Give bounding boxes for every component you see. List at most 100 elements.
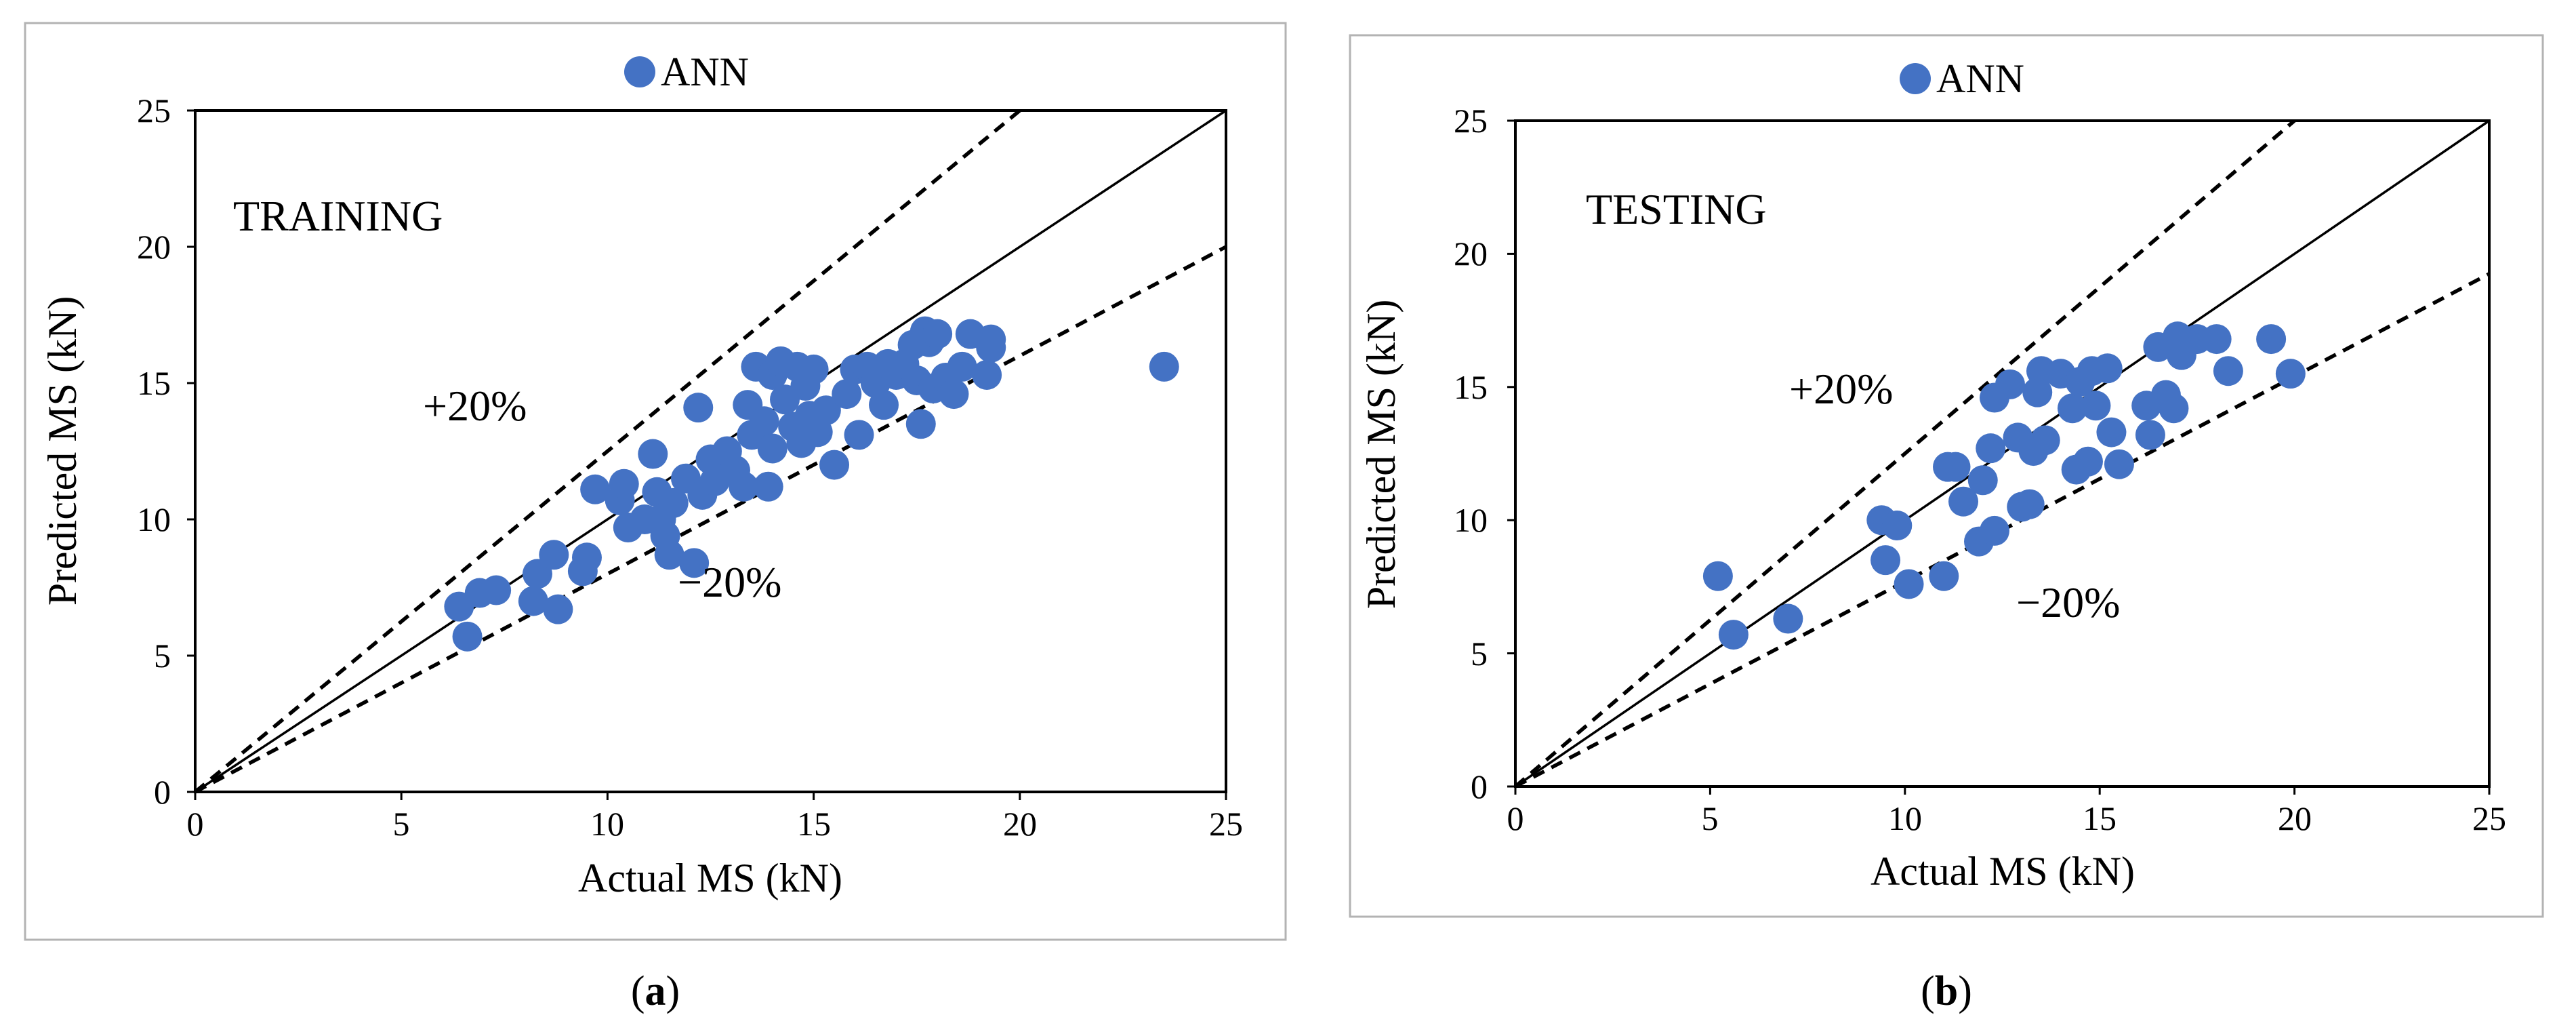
data-point [1149, 351, 1179, 382]
y-tick-label: 20 [137, 228, 171, 266]
data-point [869, 390, 899, 420]
data-point [1894, 569, 1924, 599]
data-point [811, 395, 841, 426]
scatter-points [1702, 321, 2306, 650]
data-point [580, 474, 611, 504]
plus-20-label: +20% [1789, 365, 1893, 413]
y-tick-label: 0 [154, 773, 171, 811]
data-point [2096, 417, 2127, 447]
data-point [2092, 353, 2123, 384]
data-point [609, 469, 639, 499]
legend-label: ANN [661, 49, 749, 94]
panel-a-training: ANN TRAINING +20% −20% 0 5 10 15 20 25 0… [24, 22, 1287, 941]
plot-area [1514, 119, 2491, 788]
x-tick-label: 5 [393, 805, 410, 843]
y-tick-label: 15 [1454, 368, 1488, 406]
legend-marker [624, 56, 655, 87]
y-tick-label: 10 [1454, 501, 1488, 539]
y-axis-label: Predicted MS (kN) [40, 296, 85, 606]
data-point [2213, 356, 2243, 386]
y-tick-label: 5 [1471, 635, 1488, 673]
data-point [749, 406, 779, 437]
chart-title: TESTING [1586, 185, 1767, 233]
data-point [1980, 515, 2010, 546]
minus-20-label: −20% [678, 558, 781, 606]
y-tick-label: 20 [1454, 235, 1488, 273]
data-point [2072, 446, 2103, 477]
y-tick-label: 0 [1471, 768, 1488, 805]
y-tick-label: 25 [137, 92, 171, 130]
data-point [638, 439, 668, 469]
data-point [2057, 393, 2087, 424]
plot-area [194, 109, 1227, 793]
x-tick-label: 20 [2278, 799, 2312, 837]
data-point [452, 621, 483, 652]
axis-ticks [187, 109, 1227, 800]
y-tick-label: 15 [137, 364, 171, 402]
legend-marker [1900, 63, 1931, 94]
data-point [2014, 489, 2045, 519]
data-point [972, 359, 1002, 390]
data-point [905, 409, 936, 439]
x-tick-label: 0 [187, 805, 204, 843]
data-point [976, 324, 1006, 355]
data-point [1940, 452, 1971, 482]
plus-20-label: +20% [423, 382, 527, 430]
data-point [922, 319, 953, 349]
data-point [947, 351, 977, 382]
data-point [1882, 511, 1913, 541]
legend-label: ANN [1936, 56, 2024, 101]
data-point [1948, 486, 1979, 517]
data-point [2030, 425, 2060, 456]
data-point [729, 471, 759, 502]
data-point [518, 586, 548, 616]
error-band-line [194, 108, 1021, 794]
y-tick-label: 25 [1454, 102, 1488, 140]
error-band-line [1514, 119, 2296, 789]
y-axis-label: Predicted MS (kN) [1359, 300, 1404, 610]
data-point [798, 354, 829, 384]
data-point [832, 379, 862, 410]
scatter-points [444, 316, 1179, 652]
minus-20-label: −20% [2016, 578, 2120, 626]
data-point [753, 471, 783, 502]
x-tick-label: 15 [797, 805, 831, 843]
data-point [654, 540, 684, 570]
data-point [1995, 369, 2025, 399]
y-tick-label: 10 [137, 500, 171, 538]
data-point [757, 433, 788, 464]
x-axis-label: Actual MS (kN) [578, 856, 842, 900]
axis-ticks [1507, 119, 2491, 795]
caption-b: (b) [1921, 968, 1972, 1014]
data-point [571, 542, 602, 573]
error-band-line [194, 245, 1227, 794]
data-point [844, 420, 874, 450]
data-point [1773, 603, 1803, 634]
data-point [2104, 449, 2134, 479]
x-tick-label: 15 [2083, 799, 2117, 837]
data-point [1870, 545, 1901, 576]
data-point [683, 393, 714, 423]
data-point [2135, 420, 2165, 450]
data-point [1718, 620, 1749, 650]
x-tick-label: 5 [1702, 799, 1719, 837]
x-tick-label: 25 [2472, 799, 2506, 837]
data-point [1976, 433, 2006, 464]
chart-title: TRAINING [233, 192, 443, 240]
x-tick-label: 0 [1507, 799, 1524, 837]
data-point [2201, 324, 2232, 355]
data-point [1929, 561, 1959, 591]
y-tick-label: 5 [154, 637, 171, 675]
panel-b-testing: ANN TESTING +20% −20% 0 5 10 15 20 25 0 … [1349, 34, 2544, 918]
data-point [2159, 393, 2189, 424]
data-point [658, 487, 689, 518]
data-point [2275, 359, 2306, 389]
x-tick-label: 10 [590, 805, 624, 843]
data-point [1967, 465, 1998, 496]
data-point [543, 594, 573, 624]
data-point [1702, 561, 1733, 591]
caption-a: (a) [631, 968, 680, 1014]
x-tick-label: 25 [1209, 805, 1243, 843]
data-point [2256, 324, 2287, 355]
